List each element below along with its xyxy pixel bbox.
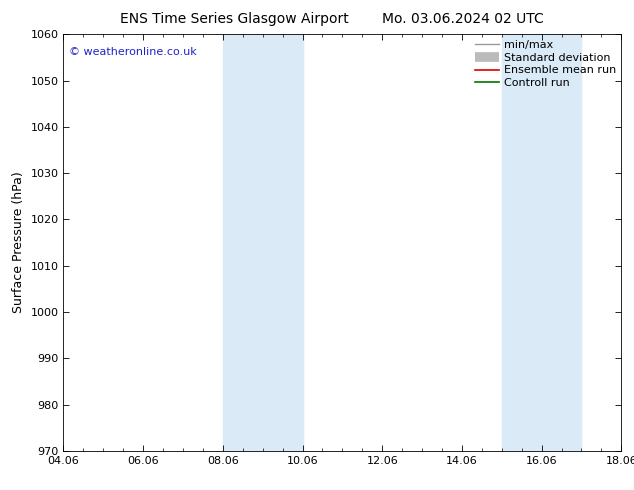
Bar (501, 34, 581, 451)
Bar (223, 34, 302, 451)
Text: Mo. 03.06.2024 02 UTC: Mo. 03.06.2024 02 UTC (382, 12, 544, 26)
Legend: min/max, Standard deviation, Ensemble mean run, Controll run: min/max, Standard deviation, Ensemble me… (472, 38, 618, 91)
Text: ENS Time Series Glasgow Airport: ENS Time Series Glasgow Airport (120, 12, 349, 26)
Text: © weatheronline.co.uk: © weatheronline.co.uk (69, 47, 197, 57)
Y-axis label: Surface Pressure (hPa): Surface Pressure (hPa) (12, 172, 25, 314)
